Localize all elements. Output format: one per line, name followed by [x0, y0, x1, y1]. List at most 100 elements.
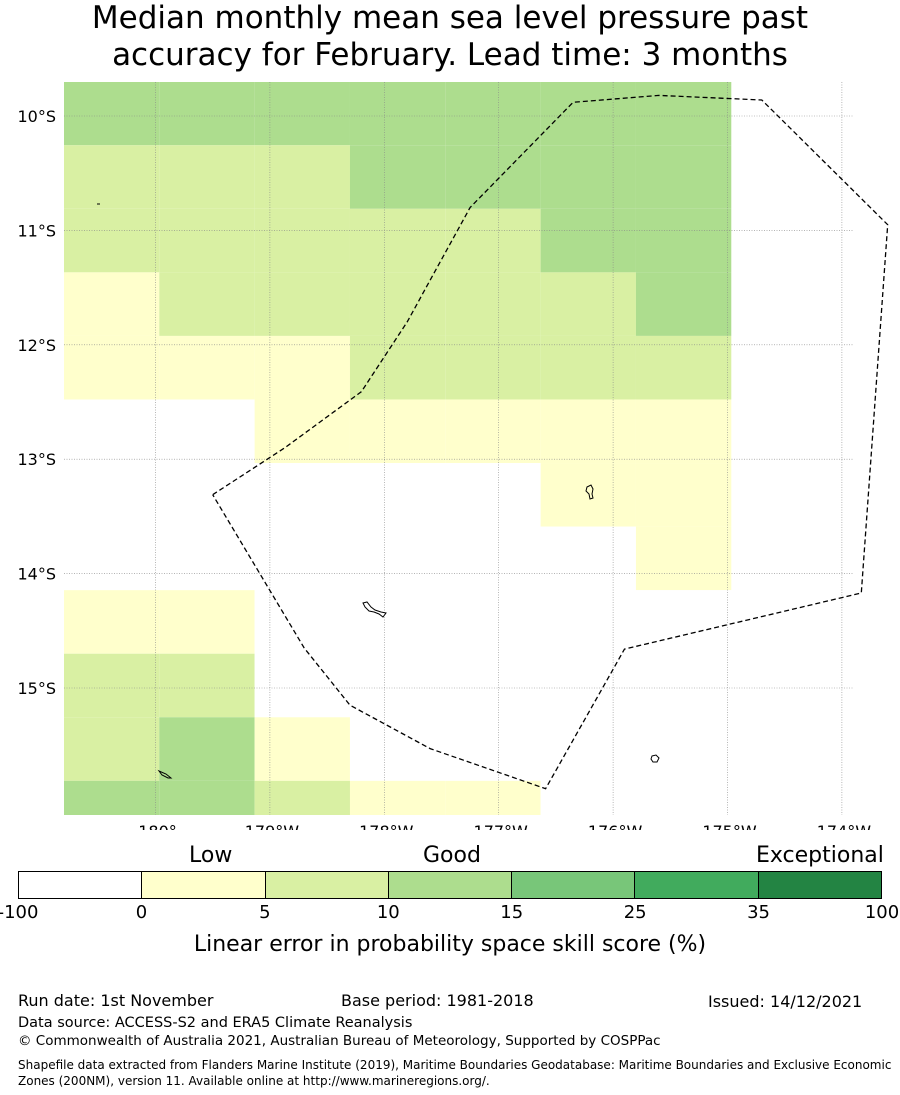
grid-cell: [635, 590, 732, 654]
chart-title: Median monthly mean sea level pressure p…: [0, 0, 900, 74]
grid-cell: [159, 82, 255, 146]
grid-cell: [349, 272, 446, 336]
grid-cell: [540, 82, 636, 146]
longitude-labels: 180° 179°W 178°W 177°W 176°W 175°W 174°W: [138, 822, 871, 830]
grid-cell: [635, 780, 732, 815]
grid-cell: [445, 780, 541, 815]
latitude-label: 15°S: [17, 679, 56, 698]
grid-cell: [445, 208, 541, 273]
grid-cell: [445, 82, 541, 146]
grid-cell: [64, 145, 160, 209]
grid-cell: [540, 399, 636, 464]
grid-cell: [635, 208, 732, 273]
legend-exceptional-label: Exceptional: [756, 843, 884, 868]
colorbar-segment: [758, 872, 881, 898]
grid-cell: [445, 717, 541, 781]
grid-cell: [445, 145, 541, 209]
colorbar-segment: [19, 872, 143, 898]
base-period: Base period: 1981-2018: [341, 991, 534, 1010]
grid-cell: [349, 145, 446, 209]
island-wallis: [362, 601, 387, 618]
latitude-label: 12°S: [17, 336, 56, 355]
grid-cell: [254, 145, 350, 209]
shapefile-credit: Shapefile data extracted from Flanders M…: [18, 1058, 892, 1088]
latitude-label: 10°S: [17, 107, 56, 126]
grid-cell: [635, 526, 732, 591]
grid-cell: [635, 145, 732, 209]
colorbar-tick-label: 35: [747, 902, 771, 923]
longitude-label: 178°W: [359, 822, 414, 830]
grid-cell: [159, 463, 255, 527]
grid-cell: [159, 272, 255, 336]
grid-cell: [635, 399, 732, 464]
grid-cell: [349, 463, 446, 527]
colorbar-tick-label: 5: [259, 902, 271, 923]
grid-cell: [254, 590, 350, 654]
grid-cell: [64, 653, 160, 718]
issued-date: Issued: 14/12/2021: [708, 992, 863, 1011]
grid-cell: [254, 335, 350, 400]
latitude-labels: 10°S 11°S 12°S 13°S 14°S 15°S: [17, 107, 56, 698]
grid-cell: [64, 717, 160, 781]
grid-cell: [540, 780, 636, 815]
map: 10°S11°S12°S13°S14°S15°S 180°179°W178°W1…: [17, 82, 889, 830]
grid-cell: [445, 653, 541, 718]
legend-good-label: Good: [423, 843, 481, 868]
colorbar-tick-label: 0: [135, 902, 148, 923]
colorbar-tick-label: -100: [0, 902, 39, 923]
grid-cell: [540, 145, 636, 209]
grid-cell: [635, 463, 732, 527]
run-date: Run date: 1st November: [18, 991, 214, 1010]
grid-cell: [349, 780, 446, 815]
longitude-label: 175°W: [702, 822, 757, 830]
grid-cell: [254, 463, 350, 527]
grid-cell: [64, 272, 160, 336]
longitude-label: 177°W: [474, 822, 529, 830]
colorbar-segment: [635, 872, 759, 898]
grid-cell: [540, 717, 636, 781]
longitude-label: 176°W: [588, 822, 643, 830]
grid-cell: [159, 526, 255, 591]
grid-cell: [349, 526, 446, 591]
colorbar-segment: [388, 872, 513, 898]
latitude-label: 14°S: [17, 565, 56, 584]
grid-cell: [159, 208, 255, 273]
grid-cell: [254, 399, 350, 464]
grid-cell: [349, 653, 446, 718]
grid-cell: [540, 590, 636, 654]
grid-cell: [635, 82, 732, 146]
grid-cell: [349, 82, 446, 146]
title-line-1: Median monthly mean sea level pressure p…: [91, 0, 809, 36]
latitude-label: 13°S: [17, 450, 56, 469]
grid-cell: [64, 463, 160, 527]
colorbar-tick-label: 100: [864, 902, 900, 923]
grid-cell: [64, 399, 160, 464]
title-line-2: accuracy for February. Lead time: 3 mont…: [112, 37, 788, 73]
legend-low-label: Low: [189, 843, 233, 868]
grid-cell: [254, 272, 350, 336]
grid-cell: [159, 145, 255, 209]
grid-cell: [349, 208, 446, 273]
grid-cell: [349, 590, 446, 654]
grid-cell: [159, 335, 255, 400]
copyright: © Commonwealth of Australia 2021, Austra…: [18, 1033, 661, 1049]
grid-cell: [540, 653, 636, 718]
grid-cell: [349, 335, 446, 400]
grid-cell: [159, 590, 255, 654]
colorbar-title: Linear error in probability space skill …: [193, 932, 707, 957]
grid-cell: [445, 463, 541, 527]
grid-cell: [159, 653, 255, 718]
grid-cell: [254, 526, 350, 591]
grid-cell: [159, 780, 255, 815]
grid-cell: [349, 399, 446, 464]
grid-cell: [64, 526, 160, 591]
skill-grid: [64, 82, 732, 815]
graticule: [64, 82, 853, 815]
grid-cell: [540, 463, 636, 527]
longitude-label: 179°W: [245, 822, 300, 830]
grid-cell: [445, 399, 541, 464]
grid-cell: [64, 335, 160, 400]
grid-cell: [540, 208, 636, 273]
grid-cell: [254, 717, 350, 781]
grid-cell: [64, 208, 160, 273]
